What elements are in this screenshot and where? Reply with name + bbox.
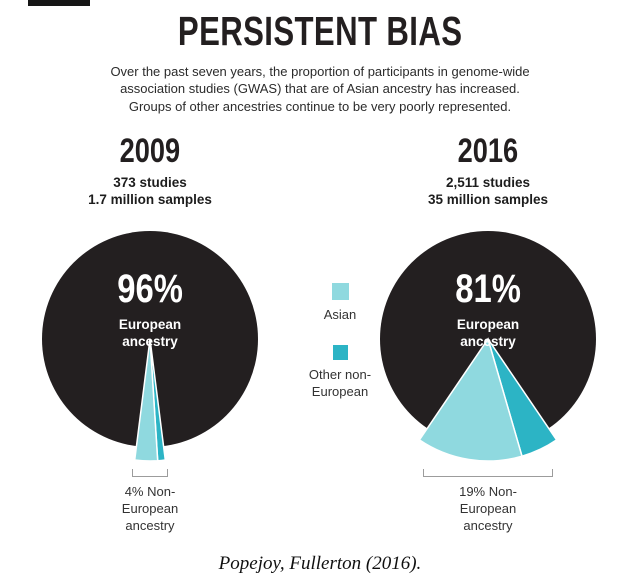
year-heading-2016: 2016 (457, 132, 519, 170)
european-pct-2016: 81% (455, 266, 521, 311)
legend-label-other-non-european: Other non-European (308, 367, 372, 399)
non-european-label-2016: 19% Non-European ancestry (459, 483, 517, 533)
pie-column-2016: 2016 2,511 studies 35 million samples 81… (353, 132, 623, 534)
legend-swatch-other-non-european (332, 345, 348, 361)
figure-subtitle: Over the past seven years, the proportio… (70, 63, 570, 115)
year-heading-2009: 2009 (119, 132, 181, 170)
non-european-label-2009: 4% Non-European ancestry (121, 483, 179, 533)
european-ancestry-label-2009: European ancestry (118, 316, 182, 349)
pie-chart-2016: 81% European ancestry (358, 229, 618, 467)
studies-count-2016: 2,511 studies (445, 174, 531, 190)
wedge-bracket-2016 (423, 468, 553, 477)
top-rule (28, 0, 90, 6)
studies-count-2009: 373 studies (113, 174, 187, 190)
samples-count-2016: 35 million samples (427, 192, 549, 208)
figure-title-text: PERSISTENT BIAS (177, 8, 463, 54)
legend-swatch-asian (331, 283, 349, 300)
european-pct-2009: 96% (117, 266, 183, 311)
european-ancestry-label-2016: European ancestry (456, 316, 520, 349)
wedge-bracket-2009 (132, 468, 168, 477)
asian-slice (418, 337, 523, 462)
legend: Asian Other non-European (287, 283, 393, 400)
pie-svg (42, 230, 258, 462)
subtitle-line-3: Groups of other ancestries continue to b… (128, 98, 512, 114)
subtitle-line-2: association studies (GWAS) that are of A… (120, 81, 520, 97)
asian-slice (133, 338, 159, 462)
pie-column-2009: 2009 373 studies 1.7 million samples 96%… (15, 132, 285, 534)
figure-caption: Popejoy, Fullerton (2016). (218, 553, 422, 574)
legend-label-asian: Asian (323, 307, 357, 322)
subtitle-line-1: Over the past seven years, the proportio… (110, 64, 530, 79)
figure-title: PERSISTENT BIAS (0, 8, 640, 54)
pie-svg (380, 230, 596, 462)
pie-chart-2009: 96% European ancestry (20, 229, 280, 467)
samples-count-2009: 1.7 million samples (88, 192, 212, 208)
